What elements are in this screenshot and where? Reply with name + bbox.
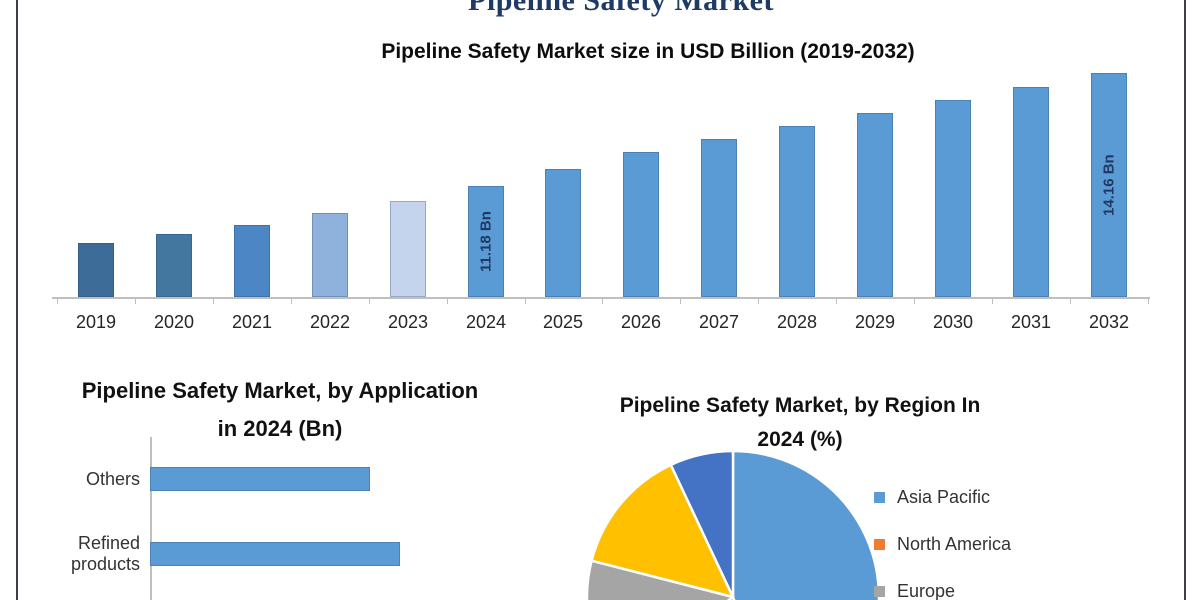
category-label-text: Others: [85, 468, 140, 489]
frame-right-border: [1184, 0, 1186, 600]
bar-2022: [312, 213, 348, 297]
bar-2019: [78, 243, 114, 297]
category-label: Others: [18, 457, 140, 501]
legend-item-asia-pacific: Asia Pacific: [874, 486, 990, 508]
bar-2030: [935, 100, 971, 297]
page-title: Pipeline Safety Market: [468, 0, 774, 17]
x-axis-label-2026: 2026: [620, 312, 662, 332]
x-axis-tick: [991, 299, 993, 304]
x-axis-tick: [524, 299, 526, 304]
bar-2021: [234, 225, 270, 297]
bar-2025: [545, 169, 581, 297]
legend-item-europe: Europe: [874, 580, 955, 600]
x-axis-tick: [290, 299, 292, 304]
category-label-text: Refined products: [70, 533, 140, 574]
application-chart-title: Pipeline Safety Market, by Application i…: [30, 372, 530, 448]
x-axis-label-2028: 2028: [776, 312, 818, 332]
x-axis-label-2030: 2030: [932, 312, 974, 332]
x-axis-tick: [1147, 299, 1149, 304]
x-axis-tick: [368, 299, 370, 304]
legend-label: North America: [897, 533, 1012, 554]
region-pie: [585, 449, 881, 600]
x-axis-label-2021: 2021: [231, 312, 273, 332]
x-axis-label-2027: 2027: [698, 312, 740, 332]
x-axis-tick: [1069, 299, 1071, 304]
application-y-axis-line: [150, 437, 152, 600]
frame-left-border: [16, 0, 18, 600]
x-axis-label-2019: 2019: [75, 312, 117, 332]
legend-marker-icon: [874, 538, 885, 550]
region-pie-chart-title-line2: 2024 (%): [757, 428, 843, 451]
x-axis-tick: [602, 299, 604, 304]
bar-2020: [156, 234, 192, 297]
bar-2032: 14.16 Bn: [1091, 73, 1127, 297]
x-axis-label-2029: 2029: [854, 312, 896, 332]
x-axis-tick: [212, 299, 214, 304]
legend-label: Europe: [897, 580, 956, 600]
x-axis-tick: [446, 299, 448, 304]
pie-slice-europe: [585, 559, 735, 600]
bar-2026: [623, 152, 659, 297]
x-axis-label-2022: 2022: [309, 312, 351, 332]
pie-slice-asia-pacific: [731, 449, 881, 600]
legend-marker-icon: [874, 585, 885, 597]
x-axis-tick: [134, 299, 136, 304]
bar-value-label-2024: 11.18 Bn: [477, 211, 495, 272]
legend-marker-icon: [874, 491, 885, 503]
application-chart-title-line1: Pipeline Safety Market, by Application: [81, 378, 479, 403]
application-chart-title-line2: in 2024 (Bn): [217, 416, 343, 441]
legend-label: Asia Pacific: [897, 486, 991, 507]
x-axis-line: [52, 297, 1150, 299]
region-pie-chart-title-line1: Pipeline Safety Market, by Region In: [619, 394, 981, 417]
x-axis-tick: [57, 299, 58, 304]
bar-2024: 11.18 Bn: [468, 186, 504, 297]
bar-2023: [390, 201, 426, 297]
application-bar-refined-products: [150, 542, 400, 566]
market-size-chart-title: Pipeline Safety Market size in USD Billi…: [381, 40, 915, 63]
application-bar-others: [150, 467, 370, 491]
bar-2029: [857, 113, 893, 297]
x-axis-tick: [680, 299, 682, 304]
x-axis-tick: [836, 299, 837, 304]
bar-2031: [1013, 87, 1049, 297]
x-axis-label-2025: 2025: [542, 312, 584, 332]
pie-slice-unlabeled-3: [590, 463, 735, 599]
x-axis-label-2023: 2023: [387, 312, 429, 332]
x-axis-label-2020: 2020: [153, 312, 195, 332]
x-axis-label-2031: 2031: [1010, 312, 1052, 332]
legend-item-north-america: North America: [874, 533, 1011, 555]
bar-2028: [779, 126, 815, 297]
region-pie-chart-title: Pipeline Safety Market, by Region In 202…: [600, 389, 1000, 457]
x-axis-label-2032: 2032: [1088, 312, 1130, 332]
category-label: Refined products: [18, 532, 140, 576]
x-axis-tick: [914, 299, 915, 304]
bar-value-label-2032: 14.16 Bn: [1100, 154, 1118, 216]
x-axis-label-2024: 2024: [465, 312, 507, 332]
pie-slice-unlabeled-4: [669, 449, 735, 599]
x-axis-tick: [758, 299, 760, 304]
bar-2027: [701, 139, 737, 297]
